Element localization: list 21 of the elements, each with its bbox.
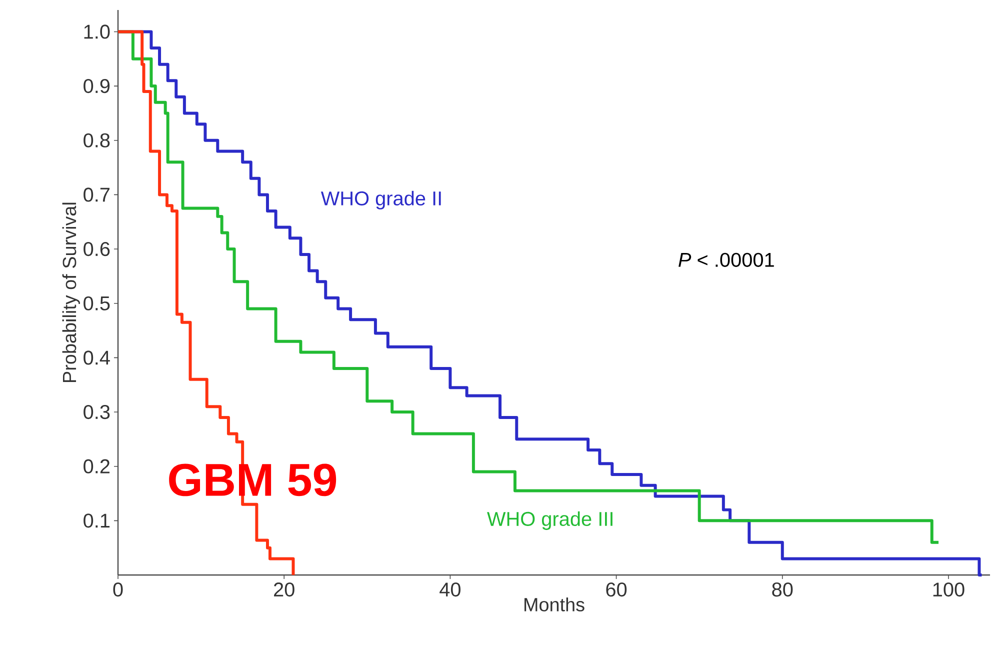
y-tick-label: 0.1 <box>84 514 110 528</box>
x-tick-label: 60 <box>606 582 627 597</box>
y-tick-label: 0.3 <box>84 404 110 420</box>
series-label: WHO grade II <box>320 190 441 210</box>
y-tick-label: 0.7 <box>84 188 110 202</box>
y-tick-label: 0.5 <box>84 296 110 310</box>
y-tick-label: 0.8 <box>84 133 110 148</box>
annotation: P < .00001 <box>678 252 774 267</box>
y-tick-label: 1.0 <box>84 24 110 39</box>
x-tick-label: 100 <box>933 582 964 597</box>
series-label: WHO grade III <box>487 511 612 530</box>
y-tick-label: 0.2 <box>84 459 110 474</box>
y-tick-label: 0.4 <box>84 350 110 365</box>
x-axis-title: Months <box>524 597 584 612</box>
y-tick-label: 0.9 <box>84 79 110 94</box>
x-tick-label: 80 <box>772 582 793 597</box>
x-tick-label: 0 <box>113 582 123 597</box>
x-tick-label: 40 <box>440 582 460 597</box>
x-tick-label: 20 <box>274 582 294 597</box>
y-axis-title: Probability of Survival <box>62 202 80 382</box>
y-tick-label: 0.6 <box>84 242 110 256</box>
